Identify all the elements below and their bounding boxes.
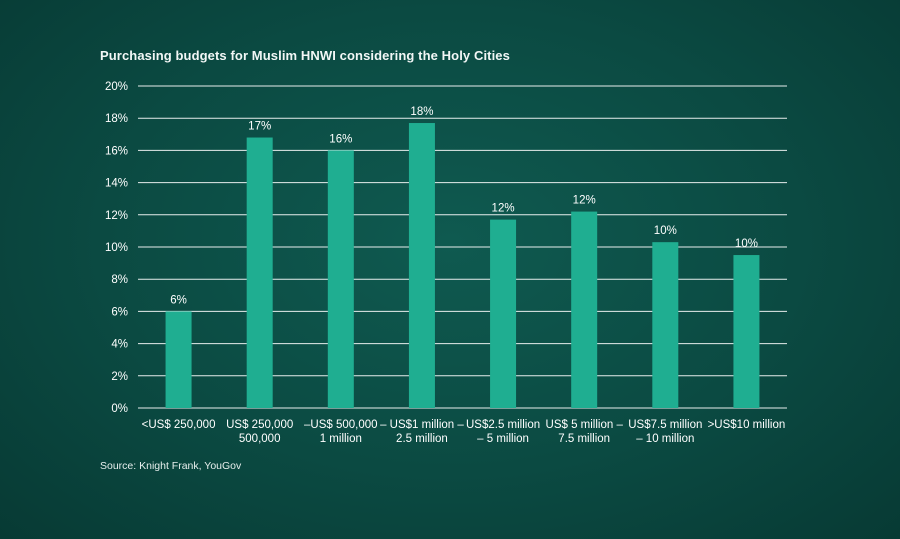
bar-data-label: 12%	[492, 203, 515, 215]
x-category-label: US$2.5 million – 5 million	[466, 419, 540, 445]
bar	[733, 255, 760, 408]
y-tick-label: 6%	[111, 306, 128, 318]
y-tick-label: 0%	[111, 403, 128, 415]
bar-data-label: 16%	[329, 133, 352, 145]
bars	[165, 123, 760, 408]
x-category-label: >US$10 million	[708, 419, 786, 431]
y-tick-label: 20%	[105, 81, 128, 93]
x-axis-category-labels: <US$ 250,000 US$ 250,000 500,000 –US$ 500,0…	[142, 419, 786, 445]
bar	[246, 137, 273, 408]
y-tick-label: 12%	[105, 210, 128, 222]
x-category-label: <US$ 250,000	[142, 419, 216, 431]
x-category-label: US$ 250,000 500,000	[226, 419, 293, 445]
bar	[571, 211, 598, 408]
bar	[408, 123, 435, 408]
y-tick-label: 4%	[111, 339, 128, 351]
bar	[652, 242, 679, 408]
x-category-label: –US$ 500,000 1 million	[304, 419, 378, 445]
bar	[327, 150, 354, 408]
bar-data-labels: 6% 17% 16% 18% 12% 12% 10% 10%	[170, 106, 758, 306]
y-tick-label: 14%	[105, 178, 128, 190]
y-tick-label: 8%	[111, 274, 128, 286]
y-tick-label: 2%	[111, 371, 128, 383]
x-category-label: US$ 5 million –7.5 million	[546, 419, 624, 445]
bar-data-label: 6%	[170, 294, 187, 306]
y-tick-label: 10%	[105, 242, 128, 254]
bar	[490, 219, 517, 408]
bar	[165, 311, 192, 408]
y-tick-label: 18%	[105, 113, 128, 125]
y-tick-label: 16%	[105, 145, 128, 157]
x-category-label: US$7.5 million – 10 million	[628, 419, 702, 445]
bar-data-label: 12%	[573, 195, 596, 207]
gridlines	[138, 85, 787, 409]
bar-data-label: 18%	[410, 106, 433, 118]
y-axis-tick-labels: 0% 2% 4% 6% 8% 10% 12% 14% 16% 18% 20%	[105, 81, 128, 415]
x-category-label: – US$1 million –2.5 million	[380, 419, 464, 445]
chart-title: Purchasing budgets for Muslim HNWI consi…	[100, 48, 510, 63]
source-note: Source: Knight Frank, YouGov	[100, 460, 242, 472]
bar-data-label: 10%	[735, 238, 758, 250]
bar-data-label: 17%	[248, 121, 271, 133]
bar-data-label: 10%	[654, 225, 677, 237]
